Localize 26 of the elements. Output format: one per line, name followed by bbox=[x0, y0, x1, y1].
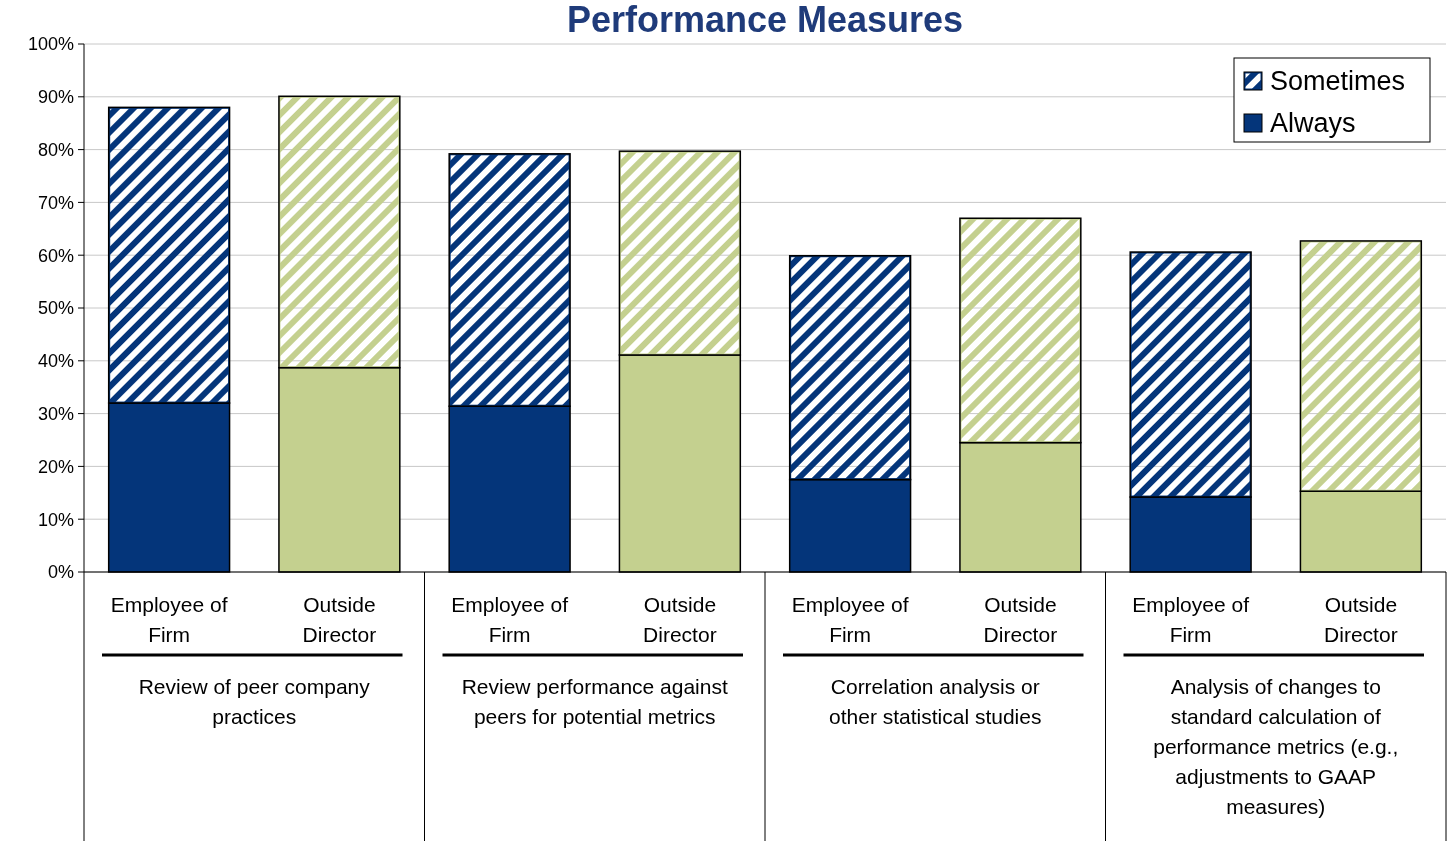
y-tick-label: 90% bbox=[37, 87, 74, 108]
x-tick-label: Employee of Firm bbox=[110, 593, 228, 646]
legend-label: Sometimes bbox=[1270, 66, 1406, 97]
y-tick-label: 100% bbox=[27, 34, 74, 55]
x-tick-label: Outside Director bbox=[983, 593, 1058, 646]
x-tick-label: Employee of Firm bbox=[451, 593, 569, 646]
y-tick-label: 10% bbox=[37, 509, 74, 530]
x-tick-label: Outside Director bbox=[1324, 593, 1398, 646]
x-tick-label: Outside Director bbox=[302, 593, 377, 646]
x-tick-label: Employee of Firm bbox=[1132, 593, 1250, 646]
text: Review of peer company practices bbox=[138, 675, 371, 728]
x-tick-label: Employee of Firm bbox=[791, 593, 909, 646]
text: Analysis of changes to standard calculation of performance metrics (e.g., adjustments to GAAP measures) bbox=[1153, 675, 1399, 818]
y-tick-label: 50% bbox=[37, 298, 74, 319]
y-tick-label: 70% bbox=[37, 192, 74, 213]
text: Review performance against peers for potential metrics bbox=[461, 675, 728, 728]
y-tick-label: 60% bbox=[37, 245, 74, 266]
y-tick-label: 80% bbox=[37, 139, 74, 160]
y-tick-label: 30% bbox=[37, 403, 74, 424]
chart-title: Performance Measures bbox=[566, 0, 964, 40]
y-tick-label: 20% bbox=[37, 456, 74, 477]
y-tick-label: 40% bbox=[37, 351, 74, 372]
y-tick-label: 0% bbox=[47, 562, 74, 583]
legend-label: Always bbox=[1270, 108, 1356, 139]
x-tick-label: Outside Director bbox=[643, 593, 717, 646]
text: Correlation analysis or other statistical studies bbox=[829, 675, 1042, 728]
